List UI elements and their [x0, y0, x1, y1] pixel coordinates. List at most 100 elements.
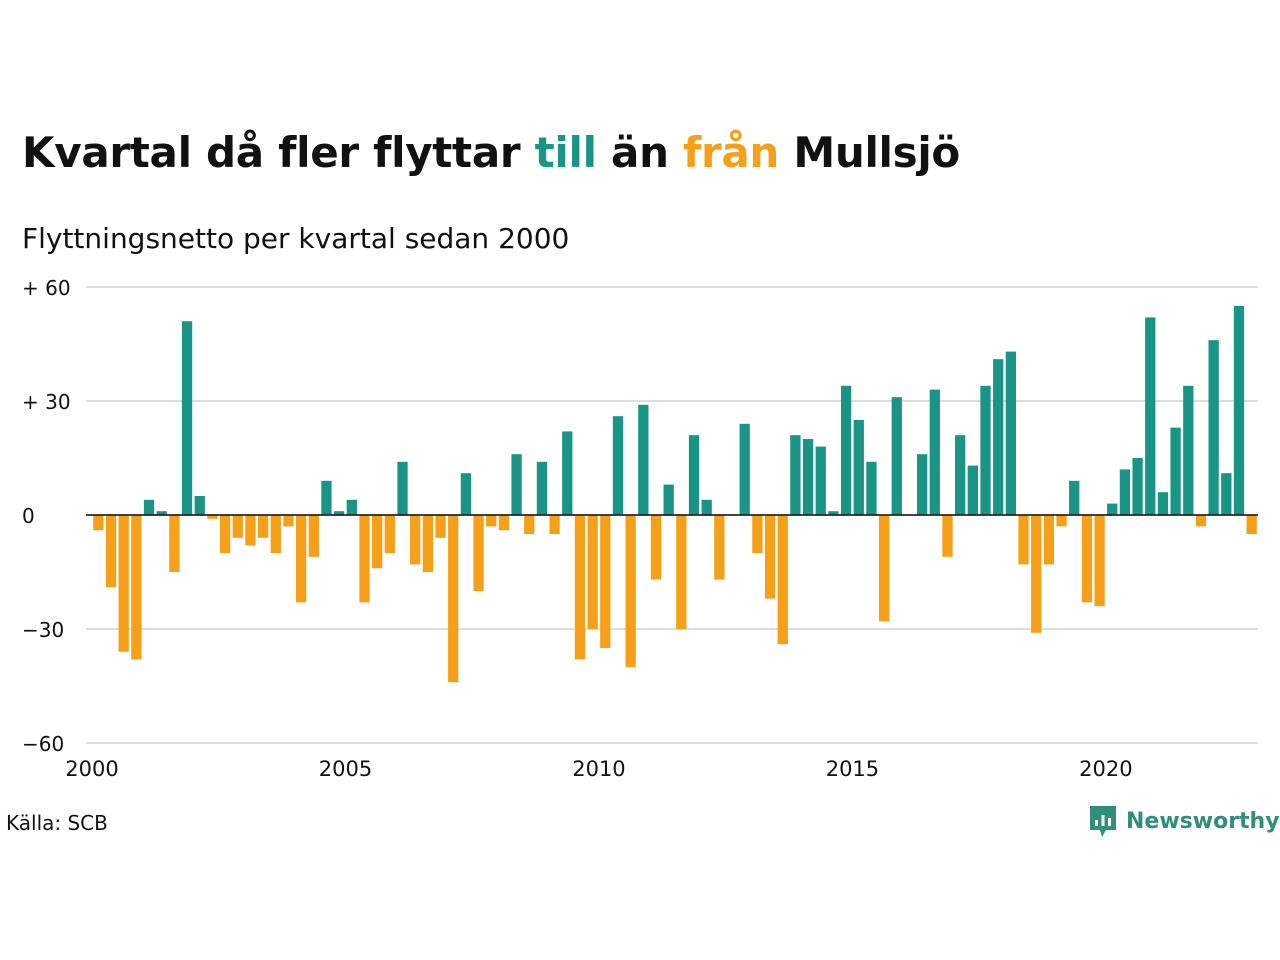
- bar: [1056, 515, 1067, 527]
- title-part-5: Mullsjö: [779, 128, 960, 177]
- bar: [181, 321, 193, 515]
- bar: [878, 515, 890, 622]
- bar: [1195, 515, 1207, 527]
- x-tick-label: 2005: [319, 757, 372, 781]
- bar: [334, 511, 345, 515]
- bar: [1246, 515, 1257, 534]
- x-tick-label: 2015: [826, 757, 879, 781]
- bar: [638, 404, 649, 515]
- bar: [612, 416, 624, 515]
- bar: [283, 515, 294, 527]
- x-tick-label: 2020: [1079, 757, 1132, 781]
- title-part-1: Kvartal då fler flyttar: [22, 128, 535, 177]
- bar: [511, 454, 522, 515]
- bar: [1031, 515, 1042, 633]
- bar: [308, 515, 319, 557]
- bar: [828, 511, 839, 515]
- bar: [397, 461, 408, 515]
- bar: [498, 515, 510, 531]
- newsworthy-brand: Newsworthy: [1088, 804, 1280, 838]
- title-part-3: än: [596, 128, 683, 177]
- bar: [422, 515, 433, 572]
- bar: [295, 515, 307, 603]
- bar: [562, 431, 573, 515]
- bar: [410, 515, 421, 565]
- bar: [1208, 340, 1219, 515]
- bar: [917, 454, 928, 515]
- title-fran: från: [683, 128, 780, 177]
- bar: [815, 446, 826, 515]
- bar: [1119, 469, 1131, 515]
- bar: [207, 515, 218, 519]
- bar: [118, 515, 129, 652]
- bar: [663, 484, 674, 515]
- bar: [701, 499, 712, 515]
- bar: [777, 515, 788, 645]
- bar: [625, 515, 636, 667]
- bar: [764, 515, 776, 599]
- y-tick-label: −60: [22, 732, 64, 756]
- bar: [156, 511, 167, 515]
- bar: [1069, 480, 1080, 515]
- bar: [321, 480, 332, 515]
- bar: [802, 439, 814, 515]
- brand-name: Newsworthy: [1126, 808, 1280, 834]
- bar: [169, 515, 180, 572]
- bar: [359, 515, 370, 603]
- bar: [143, 499, 155, 515]
- bar: [1132, 458, 1143, 515]
- bar: [384, 515, 395, 553]
- bar: [1018, 515, 1029, 565]
- y-tick-label: + 30: [22, 390, 71, 414]
- bar: [650, 515, 662, 580]
- bar: [739, 423, 750, 515]
- bar: [194, 496, 205, 515]
- bar: [473, 515, 484, 591]
- bar: [1157, 492, 1169, 515]
- bar: [1145, 317, 1156, 515]
- chart-title: Kvartal då fler flyttar till än från Mul…: [22, 128, 960, 177]
- chart-subtitle: Flyttningsnetto per kvartal sedan 2000: [22, 222, 570, 255]
- bar: [435, 515, 446, 538]
- bar: [1094, 515, 1105, 607]
- bar: [372, 515, 383, 569]
- bar: [676, 515, 687, 629]
- bar: [929, 389, 940, 515]
- bar: [1183, 385, 1194, 515]
- bar: [549, 515, 560, 534]
- y-tick-label: 0: [22, 504, 35, 528]
- x-tick-label: 2000: [65, 757, 118, 781]
- bar: [1233, 306, 1245, 515]
- bar: [840, 385, 852, 515]
- bar: [967, 465, 978, 515]
- bar: [270, 515, 281, 553]
- bar: [866, 461, 877, 515]
- bar: [993, 359, 1004, 515]
- bar: [714, 515, 725, 580]
- bar: [1170, 427, 1181, 515]
- bar: [93, 515, 104, 531]
- bar: [524, 515, 535, 534]
- bar: [486, 515, 497, 527]
- y-tick-label: + 60: [22, 276, 71, 300]
- title-till: till: [534, 128, 597, 177]
- bar: [600, 515, 611, 648]
- bar: [1043, 515, 1055, 565]
- bar: [105, 515, 117, 588]
- bar: [790, 435, 801, 515]
- bar: [232, 515, 243, 538]
- bar: [131, 515, 142, 660]
- bar: [688, 435, 700, 515]
- bar: [219, 515, 231, 553]
- bar: [448, 515, 459, 683]
- bar: [853, 420, 864, 515]
- bar: [955, 435, 966, 515]
- bar: [257, 515, 269, 538]
- source-label: Källa: SCB: [6, 811, 108, 835]
- bar: [1081, 515, 1093, 603]
- bar: [574, 515, 586, 660]
- x-tick-label: 2010: [572, 757, 625, 781]
- bar: [1005, 351, 1016, 515]
- bar: [891, 397, 902, 515]
